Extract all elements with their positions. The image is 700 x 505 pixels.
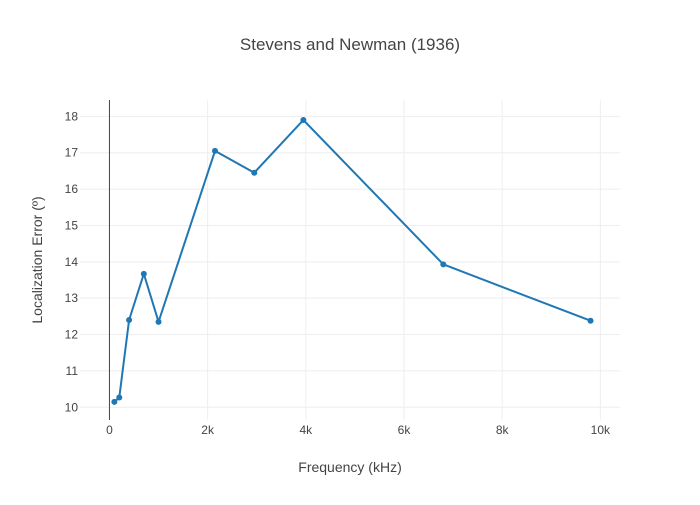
gridlines [80, 100, 620, 420]
y-tick-label: 16 [65, 182, 79, 196]
y-axis-ticks: 10 11 12 13 14 15 16 17 18 [65, 109, 79, 414]
y-tick-label: 15 [65, 218, 79, 232]
y-tick-label: 12 [65, 328, 79, 342]
series-line [113, 119, 591, 403]
x-tick-label: 8k [496, 423, 510, 437]
data-point[interactable] [440, 261, 447, 268]
chart-title: Stevens and Newman (1936) [240, 35, 460, 54]
x-tick-label: 10k [591, 423, 611, 437]
data-point[interactable] [140, 270, 147, 277]
y-tick-label: 17 [65, 146, 79, 160]
data-point[interactable] [116, 394, 123, 401]
x-axis-title: Frequency (kHz) [298, 459, 401, 475]
y-tick-label: 14 [65, 255, 79, 269]
data-point[interactable] [251, 169, 258, 176]
y-tick-label: 10 [65, 400, 79, 414]
series-layer [111, 117, 594, 405]
data-point[interactable] [111, 398, 118, 405]
x-axis-ticks: 0 2k 4k 6k 8k 10k [106, 423, 611, 437]
x-tick-label: 2k [201, 423, 215, 437]
x-tick-label: 0 [106, 423, 113, 437]
data-point[interactable] [587, 317, 594, 324]
y-tick-label: 13 [65, 291, 79, 305]
x-tick-label: 6k [398, 423, 412, 437]
y-tick-label: 11 [66, 364, 79, 378]
y-tick-label: 18 [65, 109, 79, 123]
data-point[interactable] [155, 318, 162, 325]
data-point[interactable] [126, 317, 133, 323]
data-point[interactable] [212, 147, 218, 154]
x-tick-label: 4k [299, 423, 313, 437]
data-point[interactable] [300, 117, 307, 123]
y-axis-title: Localization Error (º) [29, 196, 45, 323]
